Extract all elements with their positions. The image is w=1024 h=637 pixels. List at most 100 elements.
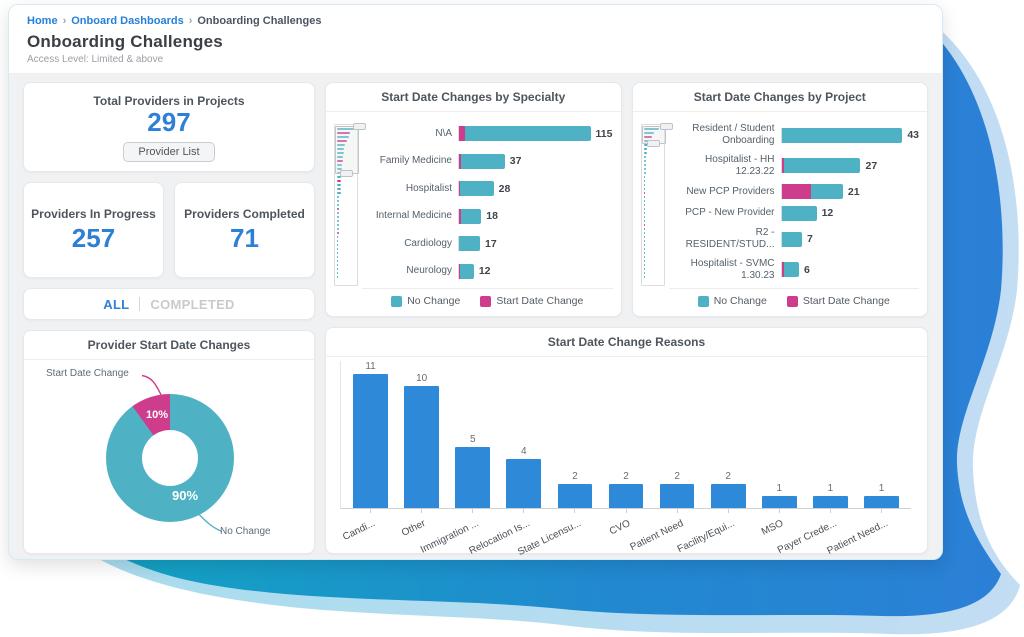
bar-segment-teal[interactable] [460,181,494,197]
value-label: 115 [595,127,613,140]
page-title: Onboarding Challenges [27,32,223,51]
legend-item[interactable]: Start Date Change [480,295,583,307]
bar-segment-teal[interactable] [781,231,802,247]
donut-label-start-date-change: Start Date Change [46,368,129,379]
dashboard-panel: Home › Onboard Dashboards › Onboarding Chall… [8,4,943,560]
bar[interactable] [659,483,695,508]
bar-segment-teal[interactable] [784,158,861,174]
bar-row: Resident / Student Onboarding 43 [669,123,919,147]
value-label: 1 [776,482,783,494]
value-label: 27 [865,159,878,172]
stacked-bar[interactable] [781,205,817,221]
legend-swatch-icon [786,295,798,307]
access-level-label: Access Level: Limited & above [27,54,164,65]
bar-column: 1 [856,361,907,508]
axis-tick: Immigration ... [419,509,497,556]
bar-segment-teal[interactable] [461,153,505,169]
stacked-bar[interactable] [781,262,800,278]
bar[interactable] [710,483,746,508]
bar-segment-pink[interactable] [459,263,461,279]
bar-segment-pink[interactable] [781,184,811,200]
bar-row: Cardiology 17 [362,236,613,252]
value-label: 1 [878,482,885,494]
bar-segment-pink[interactable] [781,262,785,278]
bar[interactable] [864,495,899,508]
bar[interactable] [353,374,388,508]
providers-in-progress-card: Providers In Progress 257 [23,182,164,278]
value-label: 18 [486,210,498,223]
tab-divider [139,297,141,311]
breadcrumb-onboard-dashboards-link[interactable]: Onboard Dashboards [71,15,184,27]
navigator-handle-icon[interactable] [340,170,353,177]
bar-segment-teal[interactable] [460,263,474,279]
bar-segment-teal[interactable] [464,126,591,142]
start-date-changes-by-specialty-card: Start Date Changes by Specialty N\A 115 Fa… [325,82,622,317]
legend-item[interactable]: No Change [391,295,460,307]
bar-segment-teal[interactable] [781,205,817,221]
tab-completed[interactable]: COMPLETED [150,296,235,312]
bar[interactable] [813,495,848,508]
navigator-selection[interactable] [641,123,673,147]
bar-column: 1 [754,361,805,508]
bar[interactable] [455,446,491,508]
value-label: 28 [498,182,511,195]
chart-navigator[interactable] [334,123,366,286]
bar-track: 7 [780,231,920,247]
bar-column: 2 [549,361,600,508]
bar-segment-pink[interactable] [459,208,462,224]
breadcrumb-separator: › [188,15,193,27]
bar-column: 5 [447,361,498,508]
value-label: 1 [827,482,834,494]
bar-segment-pink[interactable] [781,158,785,174]
stacked-bar[interactable] [781,158,861,174]
stacked-bar[interactable] [459,263,474,279]
tab-all[interactable]: ALL [103,296,130,312]
stacked-bar[interactable] [459,181,494,197]
legend-item[interactable]: Start Date Change [786,295,890,307]
bar-segment-teal[interactable] [461,208,482,224]
bar-segment-teal[interactable] [784,262,800,278]
stacked-bar[interactable] [459,153,505,169]
axis-tick: State Licensu... [517,509,600,558]
stacked-bar[interactable] [459,236,481,252]
breadcrumb-home-link[interactable]: Home [27,15,58,27]
filter-tabs: ALL COMPLETED [23,288,315,320]
bar-segment-pink[interactable] [459,153,462,169]
axis-tick: Other [395,509,446,551]
bar-segment-teal[interactable] [459,236,481,252]
bar[interactable] [761,495,797,508]
bar-column: 2 [652,361,703,508]
bar[interactable] [608,483,644,508]
navigator-handle-icon[interactable] [353,123,366,130]
bar-segment-pink[interactable] [459,181,461,197]
donut-chart[interactable] [106,394,234,522]
stacked-bar[interactable] [781,184,843,200]
navigator-handle-icon[interactable] [659,123,673,130]
stacked-bar[interactable] [459,126,591,142]
value-label: 2 [572,470,578,482]
legend-swatch-icon [391,295,403,307]
stacked-bar[interactable] [781,231,802,247]
donut-label-no-change: No Change [220,526,271,537]
bar-segment-teal[interactable] [781,127,903,143]
value-label: 2 [674,470,680,482]
navigator-selection[interactable] [335,123,366,177]
bar-segment-teal[interactable] [810,184,843,200]
bar[interactable] [404,385,439,508]
specialty-chart-plot: N\A 115 Family Medicine 37 Hospitalist 28 Inte… [362,120,613,312]
bar[interactable] [506,459,542,508]
bar[interactable] [557,483,593,508]
category-label: Hospitalist - HH 12.23.22 [705,153,775,177]
provider-list-button[interactable]: Provider List [123,141,215,162]
category-label: Candi... [340,518,377,543]
navigator-handle-icon[interactable] [646,140,660,147]
bar-segment-pink[interactable] [459,126,465,142]
category-label: R2 - RESIDENT/STUD... [685,227,775,251]
providers-completed-value: 71 [230,223,259,254]
chart-navigator[interactable] [640,123,673,286]
stacked-bar[interactable] [781,127,903,143]
legend-item[interactable]: No Change [697,295,767,307]
legend-swatch-icon [697,295,709,307]
right-column: Start Date Changes by Specialty N\A 115 Fa… [325,82,928,558]
stacked-bar[interactable] [459,208,482,224]
